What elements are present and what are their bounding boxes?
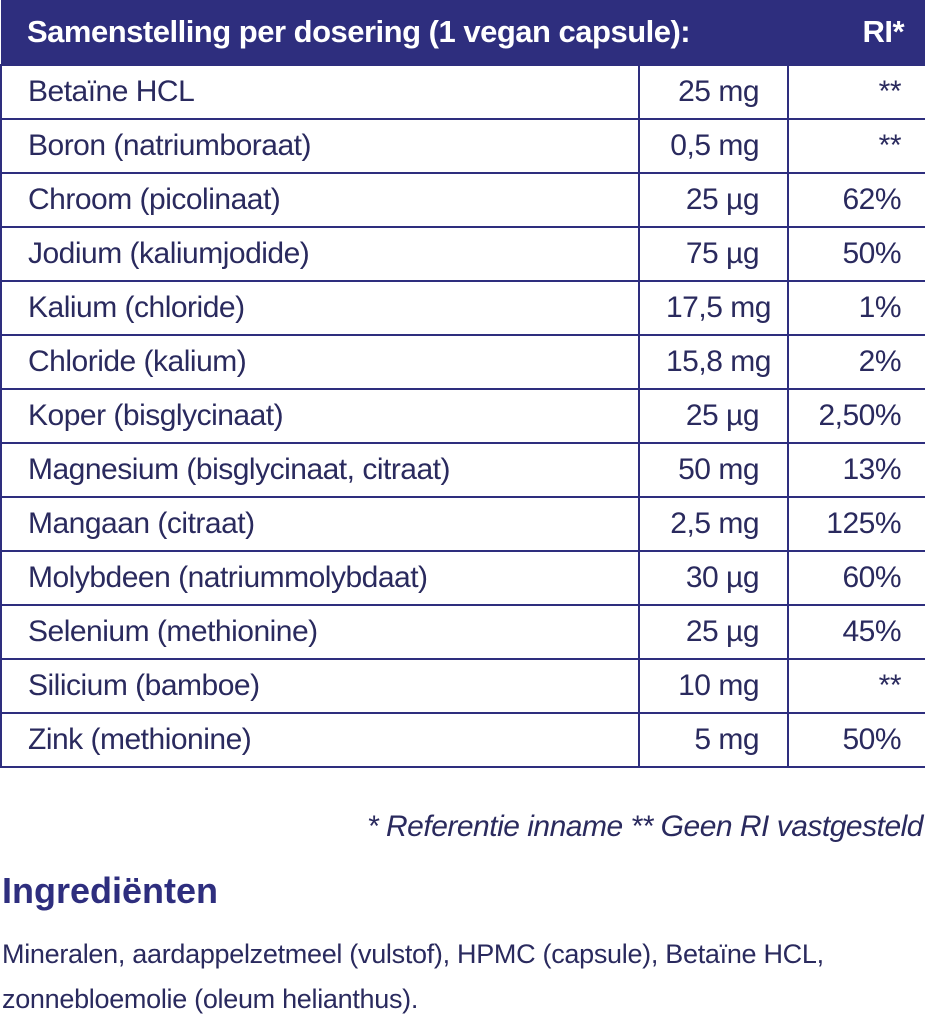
- composition-table-wrapper: Samenstelling per dosering (1 vegan caps…: [0, 0, 925, 768]
- nutrient-ri: 50%: [787, 226, 925, 282]
- ingredients-text: Mineralen, aardappelzetmeel (vulstof), H…: [2, 939, 824, 1014]
- table-row: Selenium (methionine) 25 µg 45%: [0, 604, 925, 660]
- nutrient-name: Silicium (bamboe): [0, 658, 640, 714]
- nutrient-name: Koper (bisglycinaat): [0, 388, 640, 444]
- nutrient-name: Betaïne HCL: [0, 64, 640, 120]
- table-row: Mangaan (citraat) 2,5 mg 125%: [0, 496, 925, 552]
- nutrient-amount: 75 µg: [637, 226, 790, 282]
- table-header-title: Samenstelling per dosering (1 vegan caps…: [1, 0, 789, 65]
- nutrient-name: Kalium (chloride): [0, 280, 640, 336]
- composition-table: Samenstelling per dosering (1 vegan caps…: [0, 0, 925, 768]
- nutrient-name: Jodium (kaliumjodide): [0, 226, 640, 282]
- table-row: Zink (methionine) 5 mg 50%: [0, 712, 925, 768]
- nutrient-ri: 60%: [787, 550, 925, 606]
- nutrient-ri: 45%: [787, 604, 925, 660]
- nutrient-amount: 5 mg: [637, 712, 790, 768]
- table-row: Molybdeen (natriummolybdaat) 30 µg 60%: [0, 550, 925, 606]
- table-row: Kalium (chloride) 17,5 mg 1%: [0, 280, 925, 336]
- nutrient-name: Magnesium (bisglycinaat, citraat): [0, 442, 640, 498]
- nutrient-amount: 25 µg: [637, 388, 790, 444]
- nutrient-ri: 13%: [787, 442, 925, 498]
- nutrient-amount: 25 mg: [637, 64, 790, 120]
- nutrient-ri: 2,50%: [787, 388, 925, 444]
- nutrient-name: Molybdeen (natriummolybdaat): [0, 550, 640, 606]
- nutrient-name: Selenium (methionine): [0, 604, 640, 660]
- table-row: Chloride (kalium) 15,8 mg 2%: [0, 334, 925, 390]
- nutrient-ri: 50%: [787, 712, 925, 768]
- nutrient-amount: 25 µg: [637, 172, 790, 228]
- nutrient-name: Mangaan (citraat): [0, 496, 640, 552]
- nutrient-name: Chroom (picolinaat): [0, 172, 640, 228]
- nutrient-name: Chloride (kalium): [0, 334, 640, 390]
- table-row: Chroom (picolinaat) 25 µg 62%: [0, 172, 925, 228]
- table-row: Silicium (bamboe) 10 mg **: [0, 658, 925, 714]
- nutrient-ri: 1%: [787, 280, 925, 336]
- ri-footnote: * Referentie inname ** Geen RI vastgeste…: [367, 810, 924, 843]
- table-row: Magnesium (bisglycinaat, citraat) 50 mg …: [0, 442, 925, 498]
- nutrient-amount: 15,8 mg: [637, 334, 790, 390]
- ingredients-title: Ingrediënten: [2, 870, 219, 911]
- nutrient-amount: 10 mg: [637, 658, 790, 714]
- table-row: Boron (natriumboraat) 0,5 mg **: [0, 118, 925, 174]
- table-header-ri: RI*: [788, 0, 925, 65]
- nutrient-ri: 125%: [787, 496, 925, 552]
- nutrient-amount: 0,5 mg: [637, 118, 790, 174]
- nutrient-amount: 50 mg: [637, 442, 790, 498]
- table-row: Betaïne HCL 25 mg **: [0, 64, 925, 120]
- nutrient-name: Zink (methionine): [0, 712, 640, 768]
- table-row: Koper (bisglycinaat) 25 µg 2,50%: [0, 388, 925, 444]
- nutrient-amount: 30 µg: [637, 550, 790, 606]
- table-body: Betaïne HCL 25 mg ** Boron (natriumboraa…: [0, 64, 925, 768]
- nutrient-ri: **: [787, 118, 925, 174]
- nutrient-ri: **: [787, 64, 925, 120]
- nutrient-ri: 2%: [787, 334, 925, 390]
- nutrient-name: Boron (natriumboraat): [0, 118, 640, 174]
- nutrient-amount: 25 µg: [637, 604, 790, 660]
- table-header-row: Samenstelling per dosering (1 vegan caps…: [1, 0, 925, 65]
- nutrient-amount: 17,5 mg: [637, 280, 790, 336]
- nutrient-amount: 2,5 mg: [637, 496, 790, 552]
- table-row: Jodium (kaliumjodide) 75 µg 50%: [0, 226, 925, 282]
- nutrient-ri: **: [787, 658, 925, 714]
- nutrient-ri: 62%: [787, 172, 925, 228]
